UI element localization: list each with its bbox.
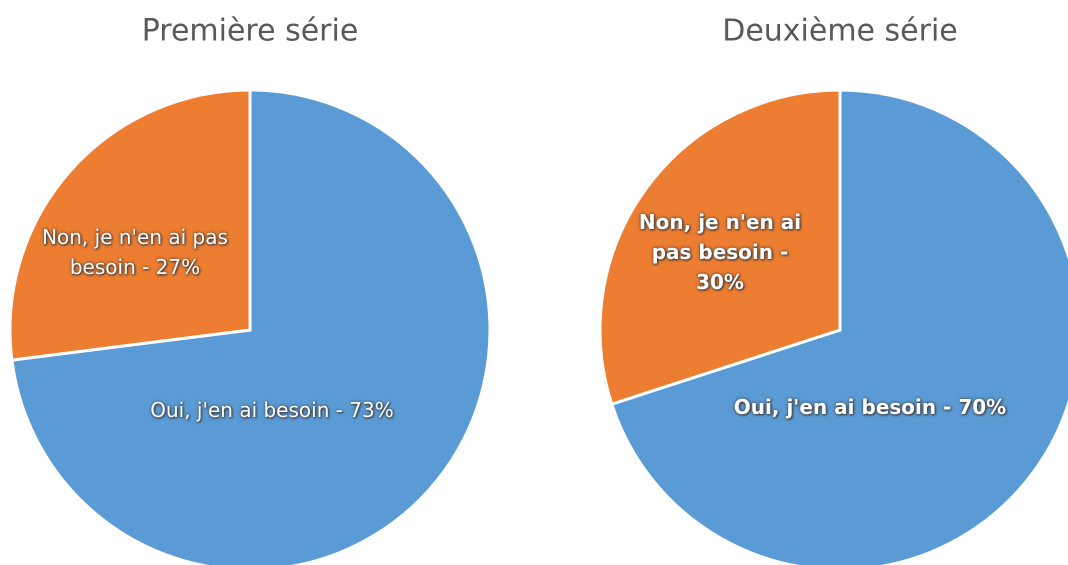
chart-title: Première série xyxy=(142,14,359,49)
data-label: Non, je n'en ai pas besoin - 30% xyxy=(638,210,802,294)
label-box: Non, je n'en ai pas besoin - 30% xyxy=(635,202,805,302)
label-box: Non, je n'en ai pas besoin - 27% xyxy=(20,202,250,302)
label-box: Oui, j'en ai besoin - 73% xyxy=(112,360,432,460)
pie-slice xyxy=(609,88,1068,565)
pie-slice xyxy=(598,88,842,407)
data-label: Oui, j'en ai besoin - 70% xyxy=(733,395,1007,419)
pie-slice xyxy=(8,88,252,362)
label-wrap: Oui, j'en ai besoin - 70% xyxy=(710,357,1030,457)
label-wrap: Non, je n'en ai pas besoin - 30% xyxy=(635,202,805,302)
label-wrap: Non, je n'en ai pas besoin - 27% xyxy=(20,202,250,302)
data-label: Oui, j'en ai besoin - 73% xyxy=(150,398,394,422)
chart-title: Deuxième série xyxy=(722,14,958,49)
label-box: Oui, j'en ai besoin - 70% xyxy=(710,357,1030,457)
data-label: Non, je n'en ai pas besoin - 27% xyxy=(42,225,228,279)
label-wrap: Oui, j'en ai besoin - 73% xyxy=(112,360,432,460)
